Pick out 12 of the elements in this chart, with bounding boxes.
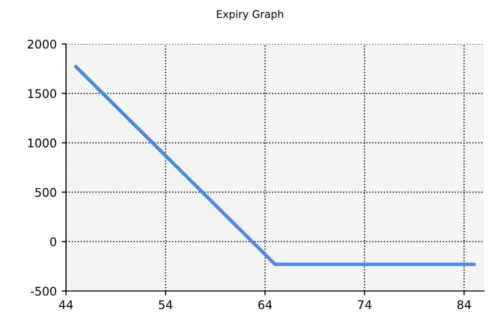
y-tick-label: 1500 [28, 89, 56, 98]
x-tick-label: 74 [358, 300, 372, 309]
y-tick-label: 500 [35, 188, 56, 197]
y-tick-label: 2000 [28, 40, 56, 49]
y-tick-label: 0 [50, 237, 56, 246]
x-tick-label: 84 [457, 300, 471, 310]
x-tick-label: 64 [258, 300, 272, 310]
x-tick-label: 44 [59, 300, 73, 309]
y-tick-label: -500 [30, 286, 56, 296]
x-tick-label: 54 [158, 300, 172, 310]
y-tick-label: 1000 [28, 138, 56, 148]
chart-title: Expiry Graph [217, 10, 284, 20]
